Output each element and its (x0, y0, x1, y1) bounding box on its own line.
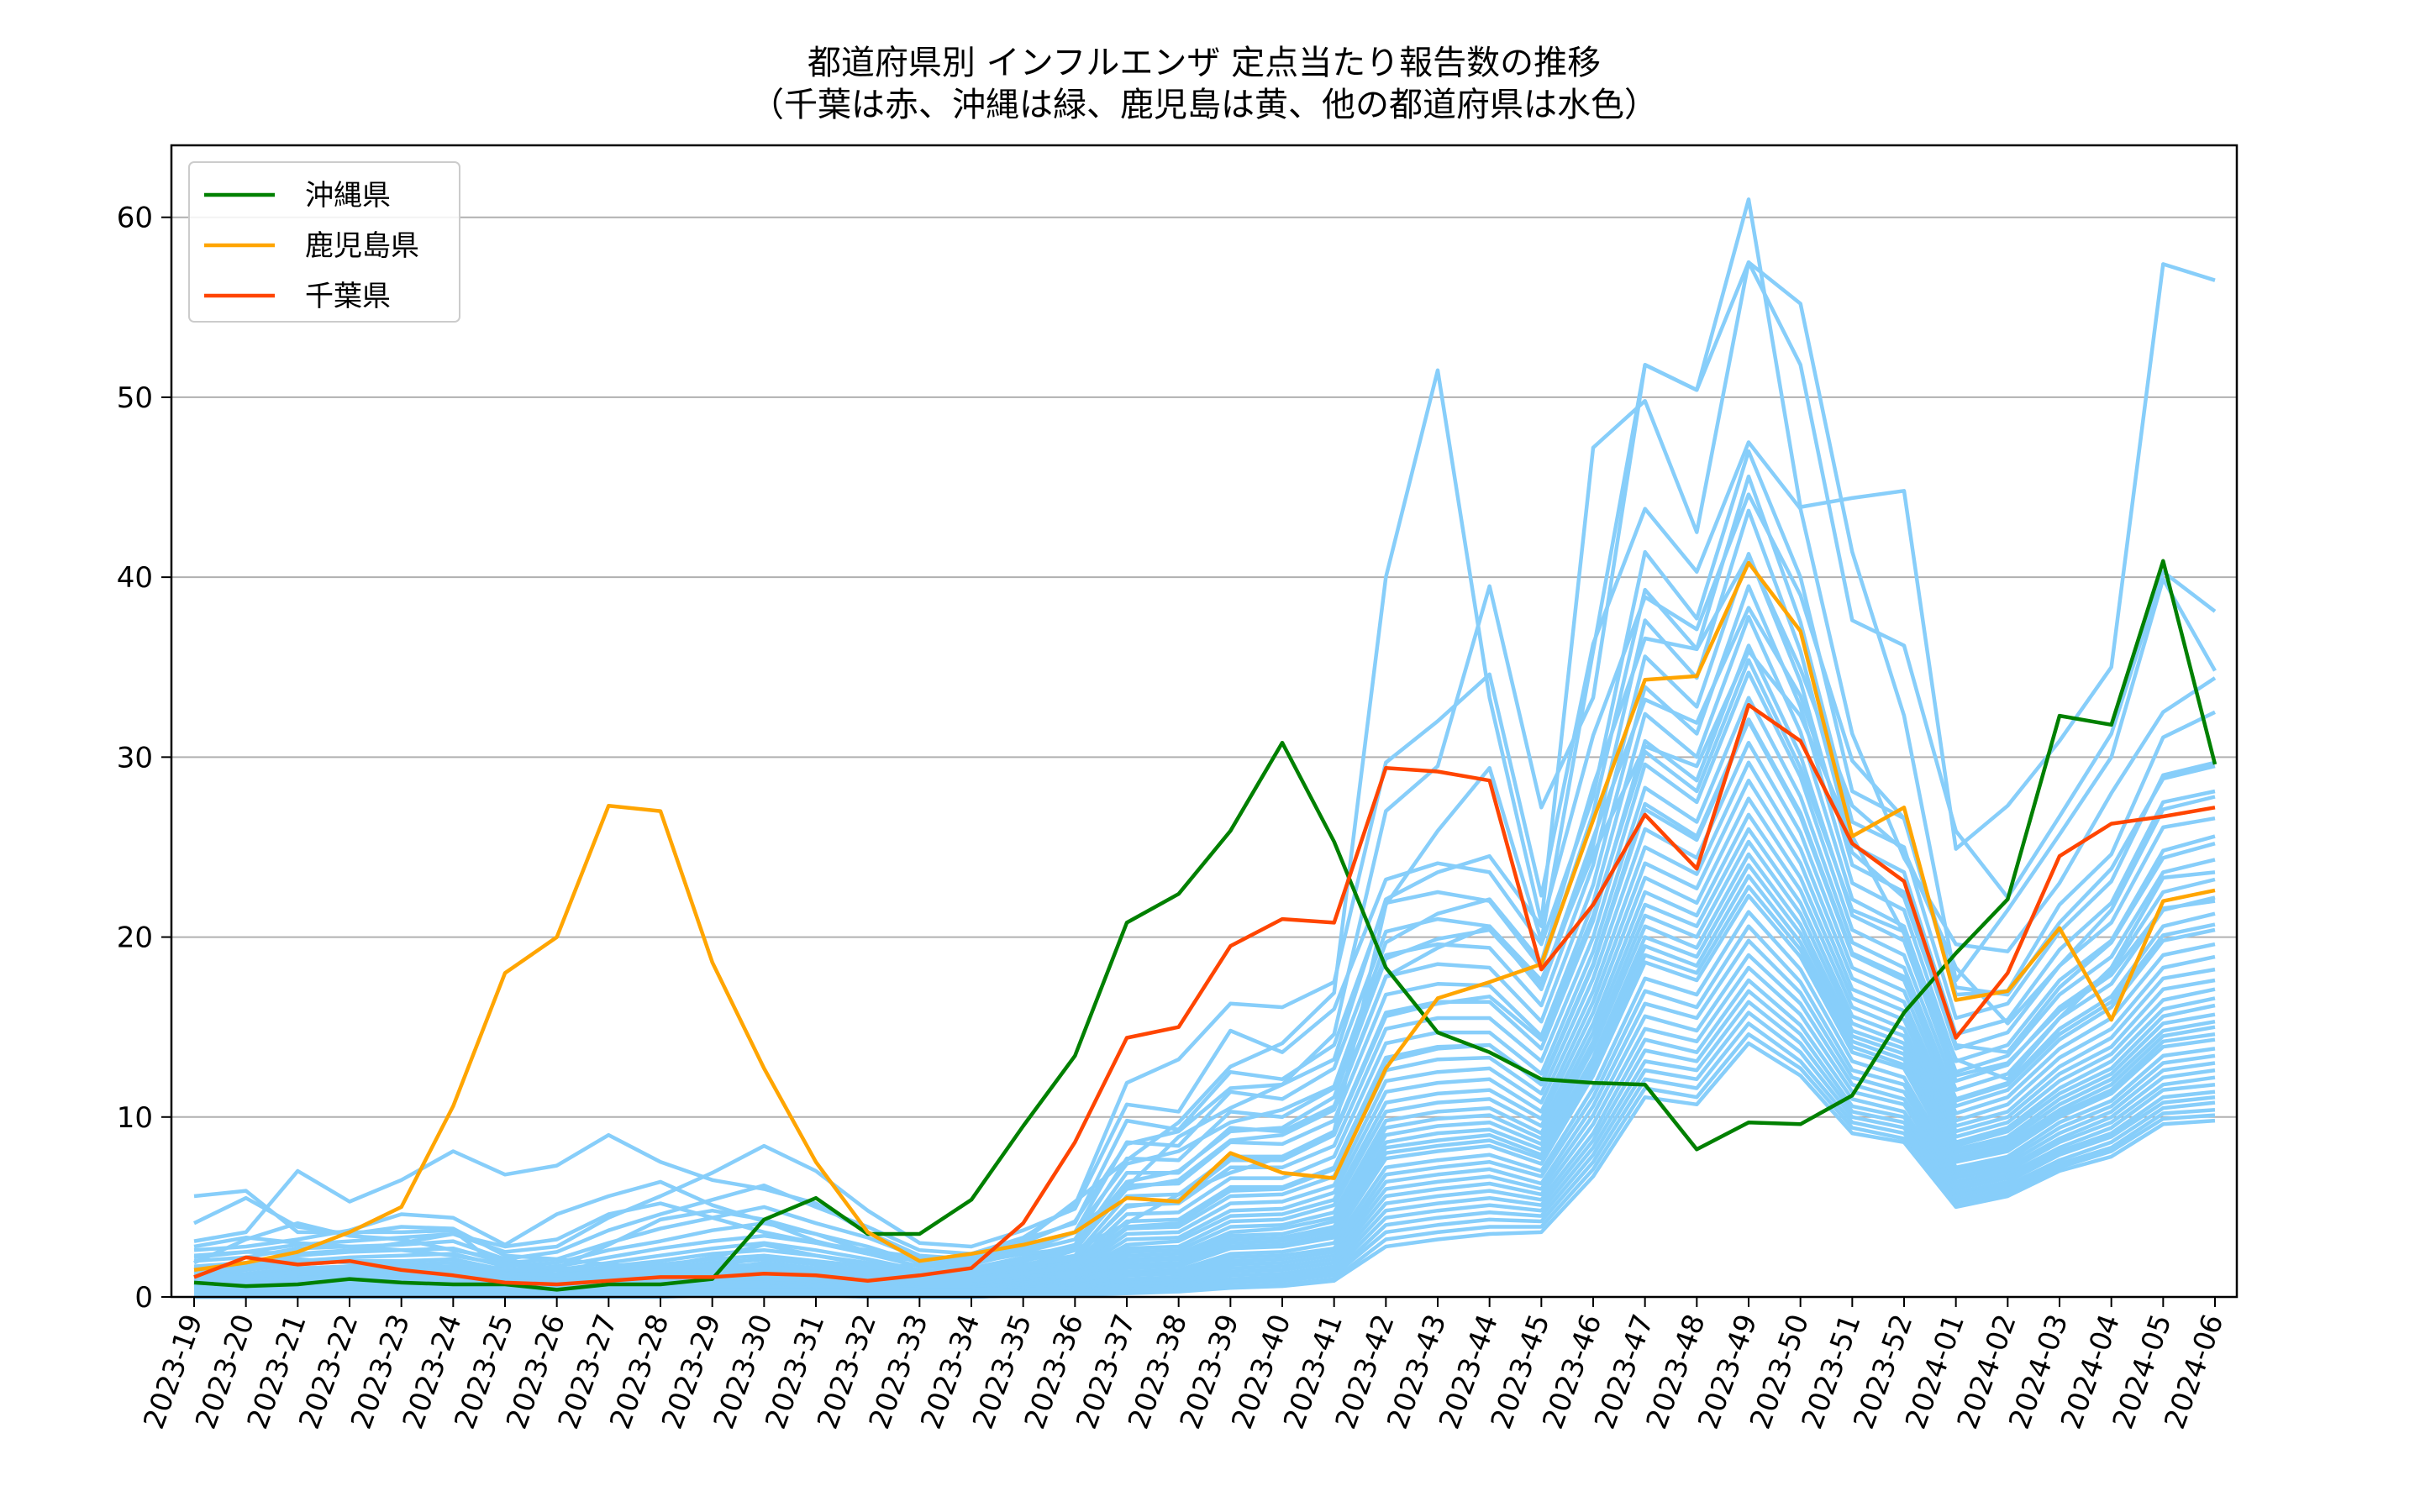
prefecture-series-line (193, 658, 2216, 1283)
y-tick-label: 10 (117, 1101, 153, 1135)
y-tick-label: 30 (117, 741, 153, 774)
y-axis: 0 10 20 30 40 50 60 (117, 202, 171, 1315)
y-tick-label: 60 (117, 202, 153, 235)
highlight-series-group (193, 559, 2217, 1292)
y-tick-label: 50 (117, 381, 153, 415)
legend-box (188, 161, 460, 323)
chart-subtitle: （千葉は赤、沖縄は緑、鹿児島は黄、他の都道府県は水色） (750, 86, 1658, 124)
y-gridlines (171, 216, 2237, 1118)
prefecture-series-line (193, 554, 2216, 1270)
plot-frame (170, 144, 2238, 1299)
y-tick-label: 40 (117, 561, 153, 595)
series-line-千葉県 (193, 702, 2216, 1287)
background-series-group (193, 197, 2217, 1299)
legend-label: 鹿児島県 (305, 229, 419, 263)
prefecture-series-line (193, 440, 2217, 1263)
prefecture-series-line (193, 606, 2216, 1278)
chart-title: 都道府県別 インフルエンザ 定点当たり報告数の推移 (808, 44, 1601, 82)
prefecture-series-line (193, 474, 2216, 1263)
prefecture-series-line (193, 260, 2217, 1262)
legend-label: 沖縄県 (305, 179, 391, 213)
prefecture-series-line (193, 615, 2216, 1278)
y-tick-label: 20 (117, 921, 153, 955)
prefecture-series-line (193, 508, 2216, 1268)
y-tick-label: 0 (134, 1281, 153, 1315)
legend-label: 千葉県 (305, 280, 391, 313)
series-line-沖縄県 (193, 559, 2217, 1292)
prefecture-series-line (193, 449, 2216, 1257)
prefecture-series-line (193, 492, 2216, 1260)
series-line-鹿児島県 (193, 560, 2216, 1273)
